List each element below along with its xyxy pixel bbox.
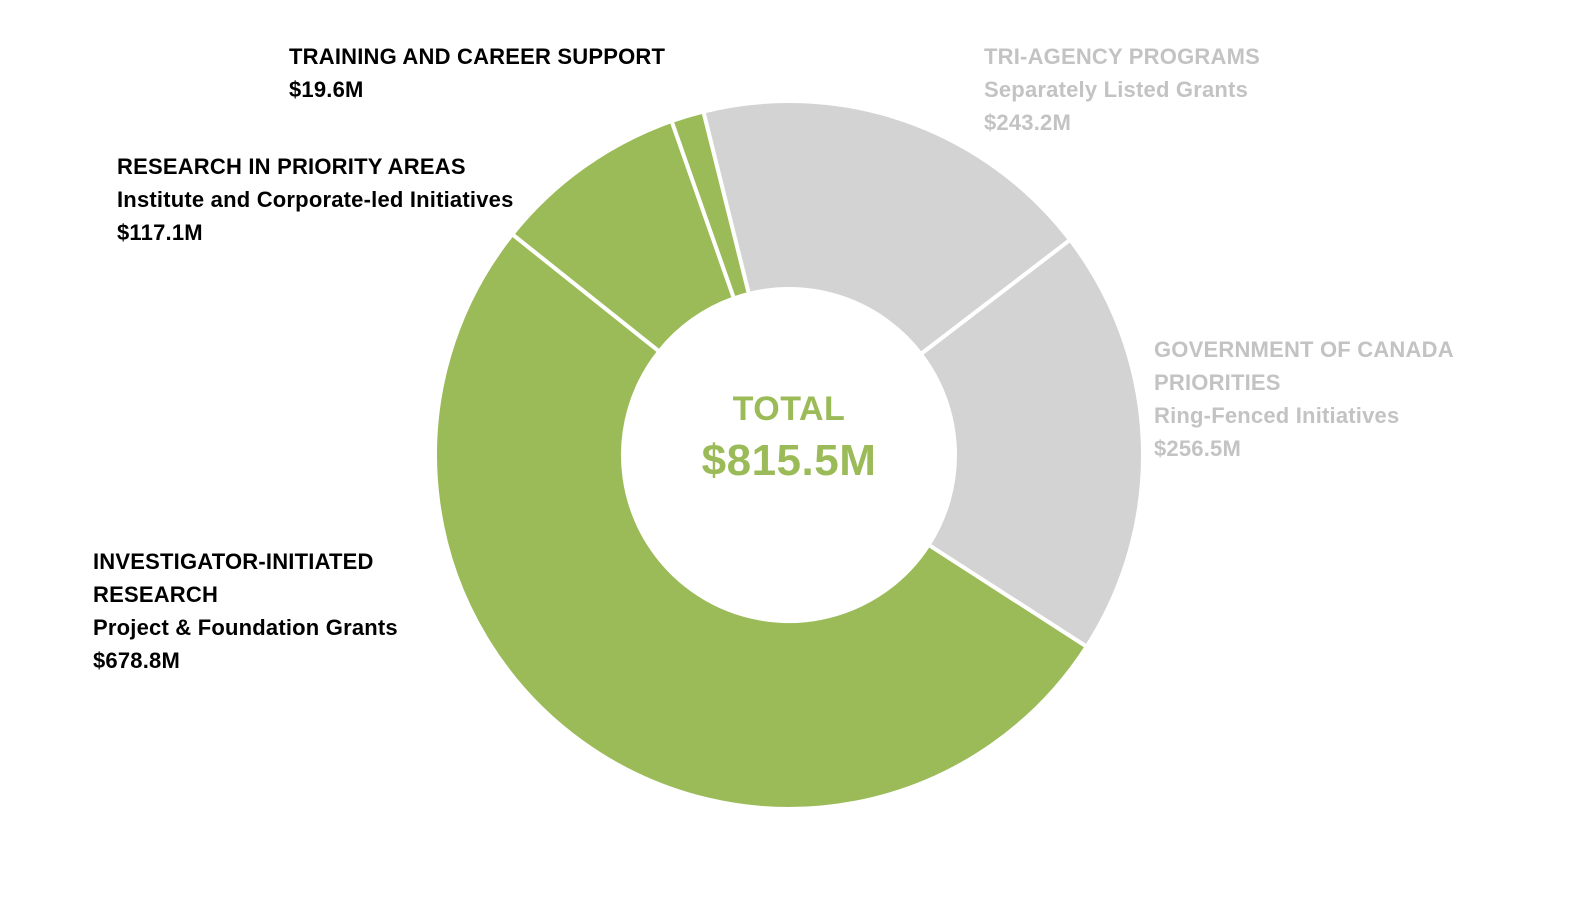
slice-value: $19.6M: [289, 77, 364, 102]
label-tri-agency-programs: TRI-AGENCY PROGRAMS Separately Listed Gr…: [984, 40, 1404, 139]
slice-value: $243.2M: [984, 110, 1072, 135]
total-value: $815.5M: [701, 436, 877, 485]
total-label: TOTAL: [732, 390, 846, 428]
slice-value: $256.5M: [1154, 436, 1242, 461]
slice-subtitle: Project & Foundation Grants: [93, 615, 398, 640]
slice-name: INVESTIGATOR-INITIATED RESEARCH: [93, 549, 374, 607]
label-training-and-career-support: TRAINING AND CAREER SUPPORT $19.6M: [289, 40, 719, 106]
donut-slice-gov-canada: [918, 237, 1145, 650]
label-research-in-priority-areas: RESEARCH IN PRIORITY AREAS Institute and…: [117, 150, 517, 249]
slice-name: GOVERNMENT OF CANADA PRIORITIES: [1154, 337, 1453, 395]
slice-value: $678.8M: [93, 648, 181, 673]
donut-slice-investigator: [433, 231, 1090, 811]
slice-name: TRAINING AND CAREER SUPPORT: [289, 44, 666, 69]
label-investigator-initiated-research: INVESTIGATOR-INITIATED RESEARCH Project …: [93, 545, 448, 677]
slice-subtitle: Ring-Fenced Initiatives: [1154, 403, 1400, 428]
slice-name: RESEARCH IN PRIORITY AREAS: [117, 154, 466, 179]
donut-slice-tri-agency: [700, 99, 1073, 357]
slice-subtitle: Separately Listed Grants: [984, 77, 1249, 102]
label-government-of-canada-priorities: GOVERNMENT OF CANADA PRIORITIES Ring-Fen…: [1154, 333, 1484, 465]
slice-value: $117.1M: [117, 220, 203, 245]
slice-name: TRI-AGENCY PROGRAMS: [984, 44, 1260, 69]
slice-subtitle: Institute and Corporate-led Initiatives: [117, 187, 514, 212]
donut-slice-training: [669, 109, 752, 301]
donut-center-text: TOTAL $815.5M: [589, 386, 989, 490]
